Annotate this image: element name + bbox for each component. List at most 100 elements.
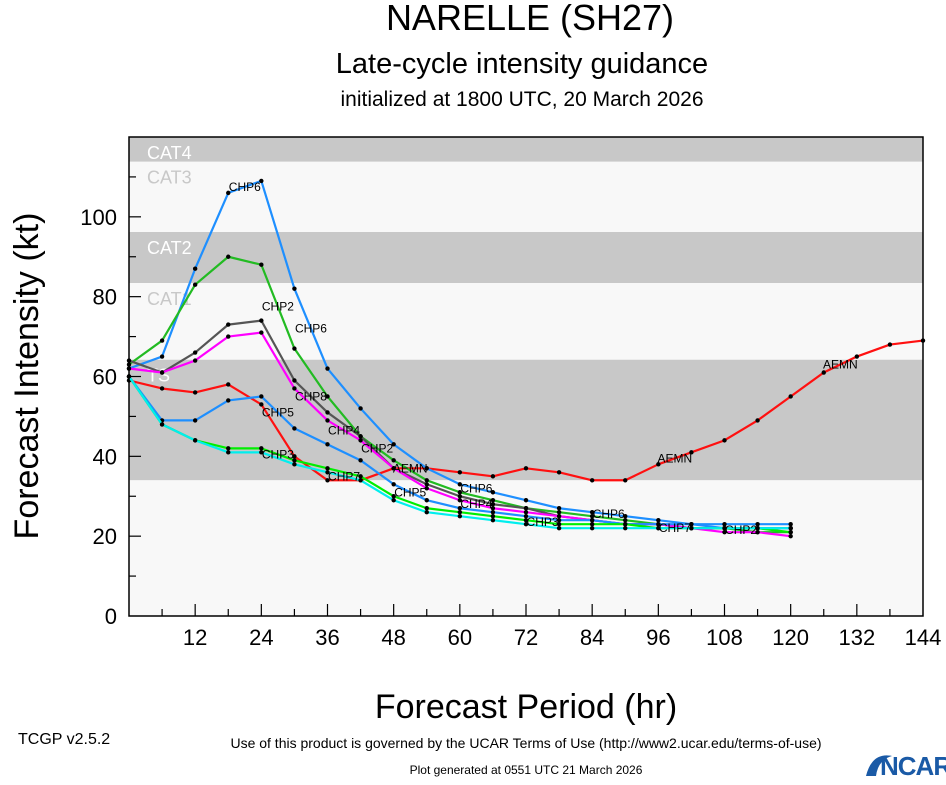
data-point (424, 482, 429, 487)
data-point (358, 406, 363, 411)
x-tick-label: 12 (183, 625, 207, 650)
data-point (424, 478, 429, 483)
series-label: CHP6 (229, 180, 261, 194)
data-point (490, 506, 496, 511)
data-point (656, 525, 661, 531)
data-point (722, 521, 727, 527)
band-cat3 (129, 161, 923, 233)
footer-terms: Use of this product is governed by the U… (230, 735, 821, 751)
series-label: CHP5 (262, 405, 294, 419)
data-point (656, 521, 661, 527)
data-point (589, 525, 595, 531)
data-point (259, 394, 264, 399)
data-point (358, 478, 363, 483)
data-point (722, 525, 727, 531)
chart-title: NARELLE (SH27) (386, 0, 674, 38)
data-point (556, 470, 562, 475)
series-label: CHP6 (460, 481, 492, 495)
data-point (292, 386, 297, 391)
data-point (292, 458, 297, 463)
data-point (226, 382, 231, 387)
data-point (722, 529, 727, 535)
data-point (358, 438, 363, 443)
data-point (689, 450, 694, 455)
data-point (490, 490, 496, 495)
footer-generated: Plot generated at 0551 UTC 21 March 2026 (410, 763, 643, 777)
band-td (129, 480, 923, 616)
data-point (424, 486, 429, 491)
data-point (457, 514, 463, 519)
data-point (192, 438, 198, 443)
series-label: CHP2 (725, 523, 757, 537)
y-axis-label: Forecast Intensity (kt) (8, 213, 46, 540)
data-point (755, 418, 760, 423)
data-point (457, 506, 463, 511)
series-label: AEMN (658, 451, 693, 465)
data-point (656, 462, 661, 467)
data-point (623, 525, 628, 531)
data-point (623, 521, 628, 527)
data-point (854, 354, 860, 359)
data-point (192, 358, 198, 363)
series-label: CHP2 (361, 441, 393, 455)
data-point (755, 521, 760, 527)
band-label: CAT4 (147, 143, 192, 163)
data-point (424, 466, 429, 471)
data-point (192, 418, 198, 423)
data-point (788, 533, 793, 539)
series-label: CHP5 (394, 485, 426, 499)
series-label: CHP3 (262, 447, 294, 461)
data-point (159, 422, 165, 427)
data-point (689, 525, 694, 531)
data-point (556, 510, 562, 515)
data-point (259, 446, 264, 451)
x-tick-label: 24 (249, 625, 273, 650)
data-point (358, 434, 363, 439)
y-tick-label: 60 (93, 365, 117, 390)
series-label: CHP6 (593, 507, 625, 521)
series-label: AEMN (823, 358, 858, 372)
data-point (325, 410, 330, 415)
data-point (259, 318, 264, 323)
data-point (523, 510, 529, 515)
data-point (391, 442, 396, 447)
data-point (788, 529, 793, 535)
data-point (292, 462, 297, 467)
data-point (325, 394, 330, 399)
data-point (457, 510, 463, 515)
x-tick-label: 48 (381, 625, 405, 650)
band-label: CAT2 (147, 238, 192, 258)
data-point (755, 525, 760, 531)
data-point (226, 254, 231, 259)
data-point (292, 426, 297, 431)
data-point (623, 518, 628, 523)
data-point (226, 322, 231, 327)
data-point (821, 370, 826, 375)
series-label: AEMN (393, 461, 428, 475)
data-point (192, 266, 198, 271)
series-label: CHP8 (295, 389, 327, 403)
y-tick-label: 40 (93, 444, 117, 469)
data-point (192, 350, 198, 355)
series-lines (126, 178, 926, 539)
data-point (259, 330, 264, 335)
data-point (226, 334, 231, 339)
data-point (689, 521, 694, 527)
data-point (788, 525, 793, 531)
data-point (490, 474, 496, 479)
band-ts (129, 359, 923, 481)
data-point (424, 506, 429, 511)
data-point (623, 478, 628, 483)
x-tick-label: 72 (514, 625, 538, 650)
x-tick-label: 144 (905, 625, 942, 650)
data-point (325, 478, 330, 483)
footer-version: TCGP v2.5.2 (18, 731, 110, 748)
band-label: CAT1 (147, 289, 192, 309)
data-point (259, 262, 264, 267)
data-point (589, 510, 595, 515)
data-point (755, 529, 760, 535)
data-point (523, 521, 529, 527)
data-point (490, 498, 496, 503)
